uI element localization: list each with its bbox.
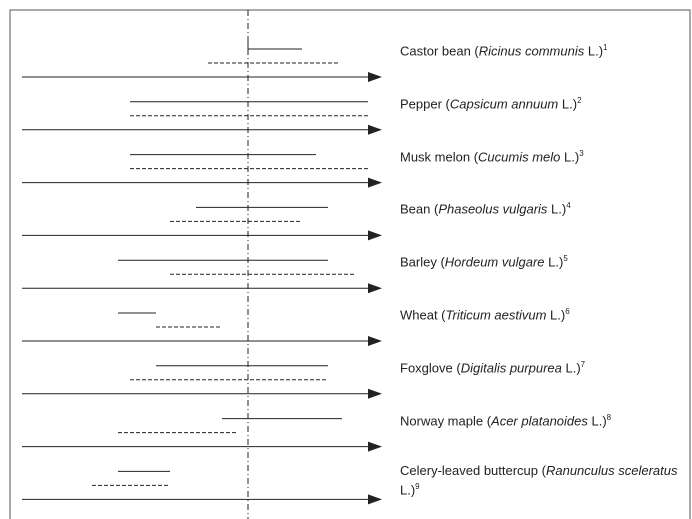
label-prefix: Norway maple ( (400, 412, 492, 428)
label-suffix: L.) (546, 307, 566, 323)
species-label: Celery-leaved buttercup (Ranunculus scel… (400, 463, 690, 498)
label-italic: Acer platanoides (491, 412, 588, 428)
species-label: Castor bean (Ricinus communis L.)1 (400, 40, 690, 59)
species-label: Musk melon (Cucumis melo L.)3 (400, 146, 690, 165)
species-label: Bean (Phaseolus vulgaris L.)4 (400, 198, 690, 217)
label-prefix: Pepper ( (400, 96, 450, 112)
label-note: 8 (606, 412, 612, 422)
label-prefix: Castor bean ( (400, 43, 479, 59)
label-prefix: Foxglove ( (400, 360, 461, 376)
label-italic: Triticum aestivum (445, 307, 547, 323)
label-italic: Phaseolus vulgaris (438, 201, 548, 217)
arrow-head (368, 177, 382, 188)
label-note: 1 (603, 43, 608, 52)
species-label: Pepper (Capsicum annuum L.)2 (400, 93, 690, 112)
label-suffix: L.) (547, 201, 567, 217)
arrow-head (368, 124, 382, 135)
label-note: 3 (579, 148, 584, 158)
label-note: 2 (577, 95, 582, 105)
label-suffix: L.) (587, 412, 607, 428)
label-suffix: L.) (544, 254, 564, 270)
label-prefix: Celery-leaved buttercup ( (400, 463, 546, 479)
arrow-head (368, 494, 382, 505)
arrow-head (368, 336, 382, 346)
label-suffix: L.) (560, 148, 580, 164)
frame (9, 9, 691, 519)
arrow-head (368, 441, 382, 452)
label-note: 4 (566, 201, 571, 211)
label-prefix: Musk melon ( (400, 148, 479, 164)
label-italic: Ranunculus sceleratus (545, 463, 678, 479)
arrow-head (368, 388, 382, 399)
arrow-head (368, 230, 382, 241)
label-note: 9 (415, 482, 420, 492)
label-suffix: L.) (558, 96, 578, 112)
label-italic: Ricinus communis (478, 43, 585, 59)
species-label: Norway maple (Acer platanoides L.)8 (400, 410, 690, 429)
label-suffix: L.) (561, 360, 581, 376)
species-label: Wheat (Triticum aestivum L.)6 (400, 304, 690, 323)
label-prefix: Bean ( (400, 201, 439, 217)
label-italic: Hordeum vulgare (444, 254, 545, 270)
arrow-head (368, 283, 382, 294)
species-label: Barley (Hordeum vulgare L.)5 (400, 251, 690, 270)
label-prefix: Barley ( (400, 254, 445, 270)
label-note: 6 (565, 307, 570, 316)
label-note: 7 (580, 359, 586, 369)
label-prefix: Wheat ( (400, 307, 446, 323)
species-label: Foxglove (Digitalis purpurea L.)7 (400, 357, 690, 376)
label-italic: Cucumis melo (478, 148, 561, 164)
label-suffix: L.) (584, 43, 604, 59)
label-italic: Digitalis purpurea (460, 360, 562, 376)
label-suffix: L.) (400, 482, 416, 498)
label-italic: Capsicum annuum (449, 96, 559, 112)
arrow-head (368, 72, 382, 82)
label-note: 5 (563, 254, 568, 264)
